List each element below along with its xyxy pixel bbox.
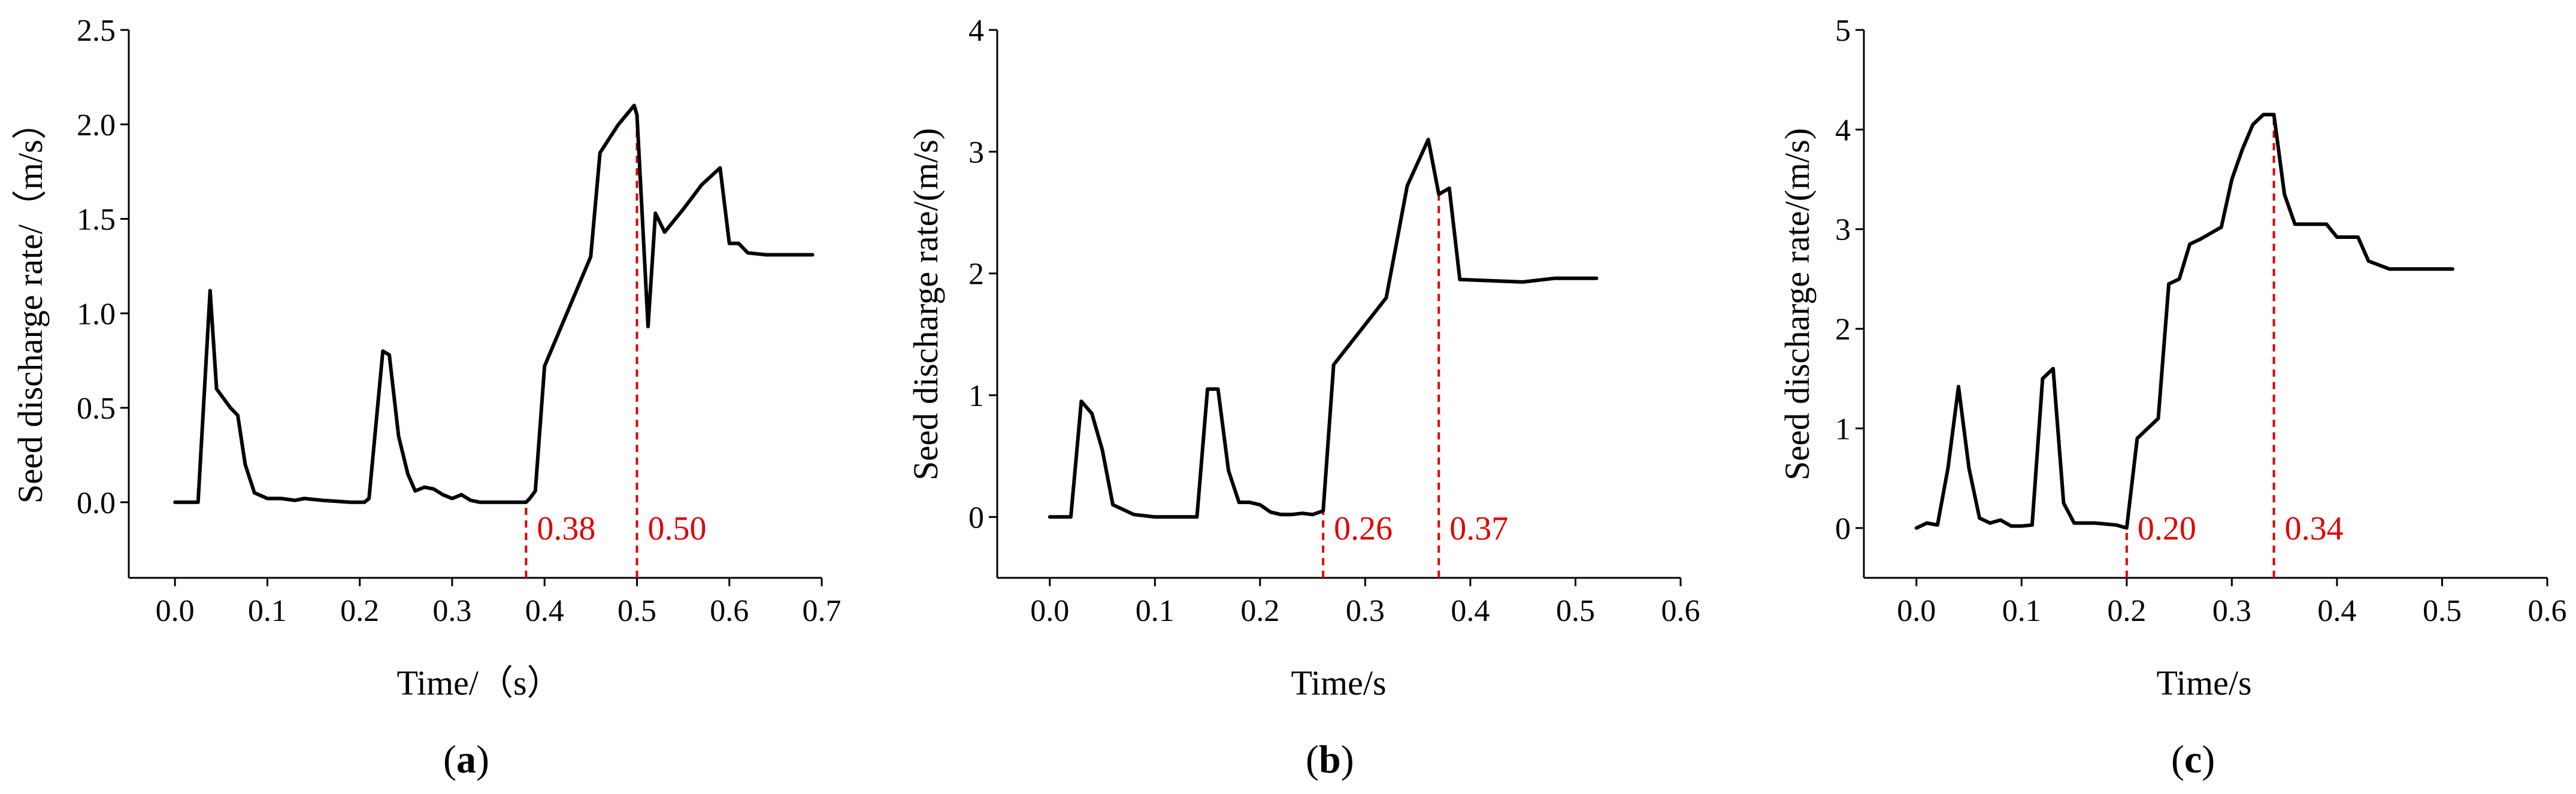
y-tick-label: 5: [1835, 14, 1851, 48]
x-tick-label: 0.0: [156, 594, 195, 628]
x-tick-label: 0.6: [2528, 594, 2567, 628]
x-tick-label: 0.3: [432, 594, 471, 628]
y-tick-label: 2.0: [77, 108, 116, 143]
x-tick-label: 0.5: [2423, 594, 2462, 628]
x-tick-label: 0.5: [1556, 594, 1595, 628]
axes-c: [1863, 30, 2547, 579]
y-tick-label: 2.5: [77, 14, 116, 48]
marks-b: 0.26 0.37: [1048, 138, 1599, 578]
event-marker-label: 0.34: [2285, 510, 2344, 547]
y-tick-label: 1: [968, 379, 984, 413]
y-tick-label: 2: [968, 257, 984, 292]
x-tick-label: 0.1: [1136, 594, 1175, 628]
event-marker-label: 0.38: [537, 510, 595, 547]
x-tick-label: 0.4: [525, 594, 564, 628]
marks-a: 0.38 0.50: [173, 104, 815, 578]
ticks-c: 0.0 0.1 0.2 0.3 0.4 0.5 0.6 0 1 2 3 4 5: [1835, 14, 2567, 628]
x-tick-label: 0.4: [2317, 594, 2356, 628]
event-marker-label: 0.20: [2138, 510, 2196, 547]
y-tick-label: 2: [1835, 313, 1851, 347]
chart-panel-a: 0.0 0.1 0.2 0.3 0.4 0.5 0.6 0.7 0.0 0.5 1.0 1.5 2.0 2…: [11, 14, 841, 781]
series-line: [173, 104, 815, 504]
x-tick-label: 0.2: [1240, 594, 1279, 628]
event-marker-label: 0.50: [647, 510, 706, 547]
y-tick-label: 1: [1835, 412, 1851, 446]
x-tick-label: 0.0: [1030, 594, 1069, 628]
x-tick-label: 0.3: [2212, 594, 2251, 628]
x-tick-label: 0.1: [248, 594, 287, 628]
x-tick-label: 0.4: [1451, 594, 1490, 628]
x-tick-label: 0.2: [340, 594, 379, 628]
y-tick-label: 3: [1835, 213, 1851, 247]
panel-label-b: (b): [1306, 738, 1354, 781]
panel-letter-b: b: [1319, 738, 1341, 781]
axes-b: [996, 30, 1681, 579]
x-tick-label: 0.7: [803, 594, 841, 628]
ticks-a: 0.0 0.1 0.2 0.3 0.4 0.5 0.6 0.7 0.0 0.5 1.0 1.5 2.0 2…: [77, 14, 841, 628]
y-tick-label: 4: [968, 14, 984, 48]
panel-letter-a: a: [456, 738, 476, 781]
event-marker-label: 0.26: [1334, 510, 1393, 547]
y-axis-label-a: Seed discharge rate/（m/s）: [11, 105, 50, 504]
event-marker-label: 0.37: [1449, 510, 1508, 547]
x-tick-label: 0.2: [2107, 594, 2146, 628]
x-axis-label-a: Time/（s）: [396, 663, 561, 702]
y-tick-label: 0.5: [77, 392, 116, 426]
y-axis-label-b: Seed discharge rate/(m/s): [906, 128, 945, 480]
x-tick-label: 0.5: [617, 594, 656, 628]
x-tick-label: 0.6: [710, 594, 749, 628]
x-tick-label: 0.6: [1661, 594, 1700, 628]
y-tick-label: 4: [1835, 113, 1851, 147]
y-tick-label: 0.0: [77, 486, 116, 520]
series-line: [1914, 113, 2454, 530]
y-tick-label: 1.0: [77, 297, 116, 331]
axes-a: [128, 30, 822, 579]
y-tick-label: 0: [1835, 512, 1851, 546]
y-tick-label: 3: [968, 135, 984, 169]
panel-label-a: (a): [443, 738, 489, 781]
x-tick-label: 0.0: [1897, 594, 1936, 628]
x-axis-label-b: Time/s: [1291, 663, 1386, 702]
chart-panel-c: 0.0 0.1 0.2 0.3 0.4 0.5 0.6 0 1 2 3 4 5 0.20 0.34 Tim…: [1778, 14, 2567, 781]
x-tick-label: 0.3: [1346, 594, 1385, 628]
ticks-b: 0.0 0.1 0.2 0.3 0.4 0.5 0.6 0 1 2 3 4: [968, 14, 1700, 628]
series-line: [1048, 138, 1599, 519]
x-tick-label: 0.1: [2002, 594, 2041, 628]
marks-c: 0.20 0.34: [1914, 113, 2454, 578]
y-axis-label-c: Seed discharge rate/(m/s): [1778, 128, 1817, 480]
panel-letter-c: c: [2184, 738, 2202, 781]
x-axis-label-c: Time/s: [2156, 663, 2251, 702]
chart-panel-b: 0.0 0.1 0.2 0.3 0.4 0.5 0.6 0 1 2 3 4 0.26 0.37 Time…: [906, 14, 1700, 781]
y-tick-label: 0: [968, 501, 984, 535]
panel-label-c: (c): [2171, 738, 2215, 781]
y-tick-label: 1.5: [77, 203, 116, 237]
